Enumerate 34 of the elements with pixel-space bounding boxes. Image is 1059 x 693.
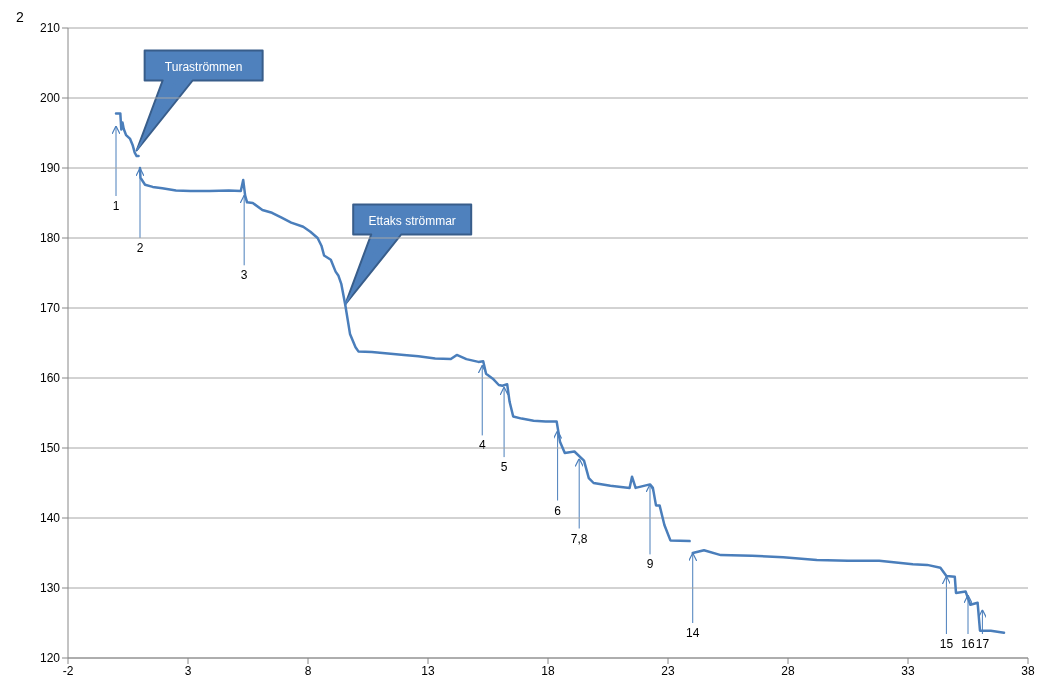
- annotation: 1: [112, 199, 120, 213]
- y-tick-label: 120: [39, 651, 61, 666]
- x-tick-label: 18: [541, 663, 555, 678]
- x-tick-label: 8: [304, 663, 312, 678]
- annotation: 4: [478, 438, 486, 453]
- annotation: 15: [939, 637, 954, 651]
- annotation: 7,8: [570, 531, 588, 546]
- annotation: Turaströmmen: [164, 59, 243, 74]
- y-tick-label: 180: [39, 231, 61, 246]
- annotation: 5: [500, 460, 508, 475]
- y-tick-label: 130: [39, 581, 61, 596]
- x-tick-label: 38: [1021, 663, 1035, 678]
- x-tick-label: 3: [184, 663, 192, 678]
- annotation: 14: [686, 626, 700, 640]
- annotation: 16: [961, 637, 975, 651]
- y-tick-label: 190: [39, 161, 61, 176]
- annotation: 17: [975, 637, 990, 651]
- y-tick-label: 160: [39, 371, 61, 386]
- text: 2: [16, 9, 24, 25]
- x-tick-label: 13: [421, 663, 435, 678]
- x-tick-label: 28: [781, 663, 795, 678]
- x-tick-label: -2: [62, 663, 74, 678]
- y-tick-label: 150: [39, 441, 61, 456]
- annotation: 3: [240, 268, 248, 283]
- x-tick-label: 23: [661, 663, 675, 678]
- annotation: 9: [646, 557, 654, 572]
- y-tick-label: 200: [39, 91, 61, 106]
- annotation: 2: [136, 241, 144, 255]
- annotation: 6: [554, 503, 562, 518]
- y-tick-label: 210: [39, 21, 61, 36]
- annotation: Ettaks strömmar: [368, 213, 456, 228]
- y-tick-label: 170: [39, 301, 61, 316]
- y-tick-label: 140: [39, 511, 61, 526]
- x-tick-label: 33: [901, 663, 915, 678]
